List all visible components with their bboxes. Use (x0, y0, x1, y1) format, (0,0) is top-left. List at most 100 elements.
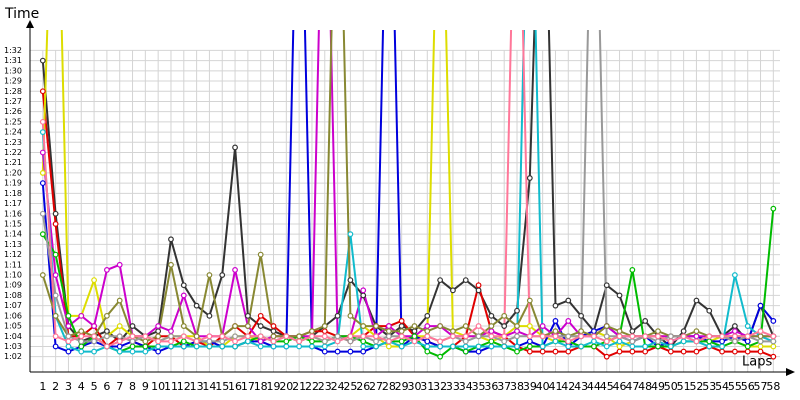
point (116, 323, 123, 329)
point (424, 343, 431, 350)
point (757, 343, 764, 350)
y-tick-label: 1:16 (4, 209, 22, 218)
point (283, 343, 290, 350)
x-tick-label: 20 (279, 380, 293, 393)
point (731, 333, 738, 340)
point (591, 333, 597, 340)
point (398, 333, 405, 340)
point (65, 333, 72, 340)
x-tick-label: 22 (305, 380, 319, 393)
point (565, 318, 572, 324)
y-tick-label: 1:21 (4, 158, 22, 167)
y-tick-label: 1:18 (4, 189, 22, 198)
point (116, 333, 123, 340)
point (603, 282, 610, 289)
point (39, 88, 46, 95)
point (78, 348, 85, 355)
point (347, 312, 354, 319)
point (283, 338, 290, 345)
x-tick-label: 4 (78, 380, 85, 393)
point (706, 333, 713, 340)
x-tick-label: 42 (561, 380, 575, 393)
point (616, 328, 623, 335)
point (103, 328, 110, 335)
x-tick-label: 34 (459, 380, 473, 393)
y-tick-label: 1:24 (4, 128, 22, 137)
point (398, 318, 405, 324)
point (757, 333, 764, 340)
x-tick-label: 31 (420, 380, 434, 393)
x-tick-label: 9 (142, 380, 149, 393)
point (731, 323, 738, 329)
point (475, 348, 482, 355)
x-tick-label: 39 (523, 380, 537, 393)
x-tick-label: 54 (715, 380, 729, 393)
point (129, 348, 136, 355)
point (52, 312, 59, 319)
point (437, 323, 444, 329)
point (591, 328, 597, 335)
y-tick-label: 1:27 (4, 97, 22, 106)
point (462, 348, 469, 355)
point (116, 297, 123, 304)
point (462, 277, 469, 284)
point (219, 272, 226, 278)
point (116, 261, 123, 268)
point (655, 328, 661, 335)
point (244, 338, 251, 345)
point (180, 333, 187, 340)
point (539, 348, 546, 355)
point (65, 338, 72, 345)
y-tick-label: 1:10 (4, 271, 22, 280)
point (360, 343, 367, 350)
point (437, 338, 444, 345)
point (360, 348, 367, 355)
point (731, 328, 738, 335)
point (744, 338, 751, 345)
point (424, 333, 431, 340)
point (103, 333, 110, 340)
x-tick-label: 15 (215, 380, 229, 393)
point (257, 251, 264, 258)
point (257, 323, 264, 329)
point (693, 297, 700, 304)
point (168, 333, 174, 340)
point (385, 323, 392, 329)
plot-area (39, 30, 777, 360)
point (488, 343, 495, 350)
point (719, 338, 725, 345)
point (744, 333, 751, 340)
point (411, 338, 418, 345)
point (334, 348, 341, 355)
point (103, 267, 110, 273)
point (450, 287, 456, 294)
x-tick-label: 50 (664, 380, 678, 393)
point (232, 333, 238, 340)
point (219, 333, 226, 340)
y-tick-label: 1:11 (4, 260, 22, 269)
point (424, 338, 431, 345)
point (103, 312, 110, 319)
point (565, 348, 572, 355)
x-tick-label: 2 (52, 380, 59, 393)
point (360, 287, 367, 294)
point (603, 353, 610, 360)
x-tick-label: 44 (587, 380, 601, 393)
point (180, 338, 187, 345)
x-tick-label: 5 (91, 380, 98, 393)
point (411, 328, 418, 335)
point (65, 312, 72, 319)
point (462, 323, 469, 329)
point (385, 328, 392, 335)
point (347, 338, 354, 345)
point (616, 333, 623, 340)
point (296, 333, 303, 340)
point (257, 343, 264, 350)
point (347, 348, 354, 355)
point (360, 323, 367, 329)
point (206, 333, 213, 340)
point (52, 272, 59, 278)
point (360, 292, 367, 299)
point (296, 343, 303, 350)
x-tick-label: 40 (536, 380, 550, 393)
